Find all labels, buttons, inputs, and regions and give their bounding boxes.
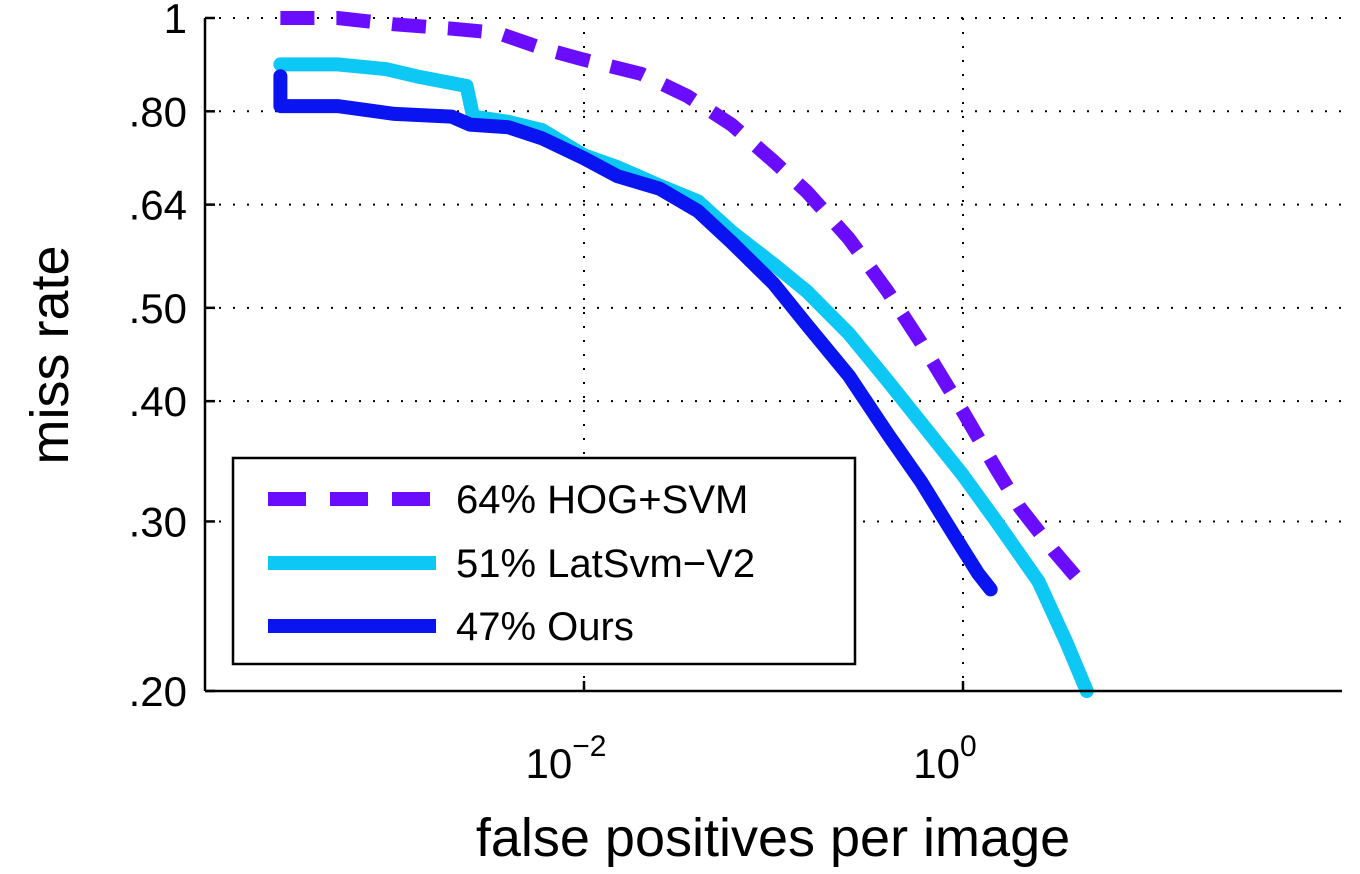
y-tick-label: .64	[129, 182, 187, 229]
legend-label-3: 47% Ours	[456, 605, 634, 649]
legend-label-2: 51% LatSvm−V2	[456, 542, 755, 586]
series-layer	[273, 11, 1094, 698]
x-tick-label: 10−2	[526, 730, 607, 787]
legend: 64% HOG+SVM 51% LatSvm−V2 47% Ours	[231, 456, 857, 666]
x-axis-title: false positives per image	[476, 808, 1070, 868]
legend-label-1: 64% HOG+SVM	[456, 478, 748, 522]
y-axis-title: miss rate	[20, 245, 80, 464]
y-tick-label: .80	[129, 88, 187, 135]
y-tick-label: .20	[129, 668, 187, 715]
series-line-3	[273, 69, 998, 597]
y-tick-label: 1	[164, 0, 187, 42]
x-tick-label: 100	[913, 730, 976, 787]
series-line-1	[280, 11, 1093, 594]
y-tick-label: .30	[129, 498, 187, 545]
series-line-2	[273, 57, 1094, 698]
y-tick-label: .50	[129, 285, 187, 332]
axes	[203, 18, 1342, 693]
ticks: 1 .80 .64 .50 .40 .30 .20 10−2 100	[129, 0, 977, 787]
y-tick-label: .40	[129, 378, 187, 425]
